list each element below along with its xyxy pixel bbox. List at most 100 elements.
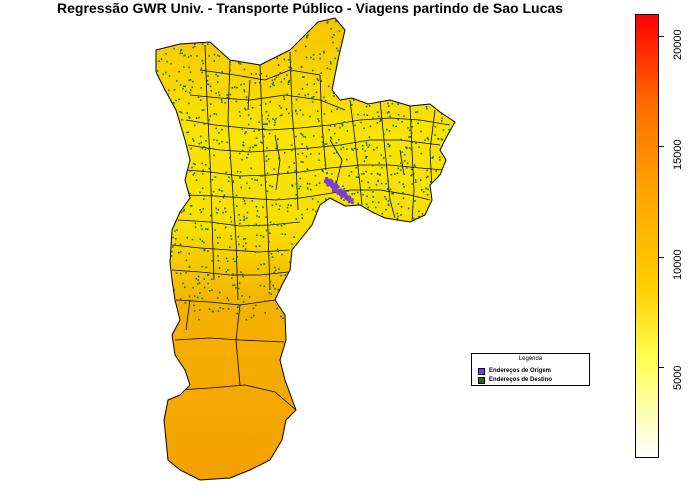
- destination-point: [400, 205, 403, 208]
- destination-point: [210, 89, 213, 92]
- destination-point: [318, 120, 320, 122]
- destination-point: [193, 43, 196, 46]
- destination-point: [368, 136, 371, 139]
- destination-point: [413, 172, 415, 175]
- destination-point: [217, 242, 219, 244]
- destination-point: [403, 173, 406, 175]
- destination-point: [274, 287, 276, 290]
- destination-point: [292, 128, 294, 131]
- destination-point: [412, 217, 415, 220]
- destination-point: [271, 185, 274, 188]
- destination-point: [220, 99, 223, 101]
- destination-point: [174, 237, 177, 240]
- destination-point: [233, 86, 236, 89]
- destination-point: [265, 155, 268, 158]
- destination-point: [232, 181, 234, 184]
- destination-point: [156, 70, 159, 72]
- destination-point: [237, 303, 240, 306]
- destination-point: [244, 107, 246, 110]
- destination-point: [367, 181, 370, 184]
- destination-point: [382, 157, 385, 159]
- destination-point: [387, 143, 389, 145]
- destination-point: [249, 146, 251, 149]
- destination-point: [343, 121, 346, 123]
- destination-point: [425, 176, 428, 179]
- destination-point: [213, 112, 216, 115]
- destination-point: [294, 50, 297, 52]
- destination-point: [312, 135, 315, 137]
- destination-point: [323, 52, 325, 54]
- destination-point: [388, 145, 390, 148]
- destination-point: [363, 173, 365, 175]
- destination-point: [239, 177, 241, 179]
- destination-point: [291, 69, 293, 72]
- destination-point: [380, 154, 383, 156]
- destination-point: [205, 266, 207, 269]
- destination-point: [199, 292, 201, 294]
- destination-point: [182, 87, 184, 90]
- destination-point: [310, 153, 312, 155]
- destination-point: [351, 148, 353, 150]
- destination-point: [448, 128, 450, 131]
- destination-point: [373, 149, 375, 151]
- destination-point: [240, 271, 242, 273]
- destination-point: [342, 185, 344, 188]
- destination-point: [200, 224, 203, 227]
- destination-point: [252, 146, 254, 149]
- destination-point: [182, 85, 185, 88]
- destination-point: [204, 164, 207, 166]
- destination-point: [357, 202, 360, 205]
- destination-point: [305, 145, 308, 148]
- destination-point: [280, 315, 282, 318]
- destination-point: [410, 119, 412, 122]
- destination-point: [271, 256, 274, 258]
- destination-point: [425, 187, 427, 190]
- destination-point: [193, 304, 195, 307]
- destination-point: [209, 103, 212, 105]
- destination-point: [215, 73, 217, 76]
- origin-point: [350, 198, 354, 202]
- destination-point: [321, 169, 324, 172]
- destination-point: [434, 134, 436, 136]
- destination-point: [229, 216, 232, 219]
- destination-point: [216, 297, 219, 299]
- destination-point: [326, 67, 329, 69]
- destination-point: [217, 310, 220, 313]
- destination-point: [266, 123, 269, 125]
- destination-point: [284, 274, 286, 276]
- destination-point: [397, 167, 400, 170]
- destination-point: [228, 61, 231, 63]
- destination-point: [254, 144, 256, 147]
- destination-point: [277, 74, 279, 77]
- destination-point: [347, 190, 349, 192]
- colorbar-tick-10000: [658, 257, 664, 258]
- destination-point: [238, 243, 240, 246]
- origin-point: [336, 191, 340, 195]
- origin-point: [326, 183, 330, 187]
- color-scale-bar: [635, 14, 659, 458]
- destination-point: [248, 149, 251, 152]
- destination-point: [179, 52, 182, 55]
- destination-point: [232, 274, 234, 276]
- destination-point: [225, 257, 228, 260]
- destination-point: [427, 138, 430, 141]
- destination-point: [179, 298, 182, 300]
- destination-point: [201, 265, 203, 268]
- destination-point: [213, 275, 215, 278]
- destination-point: [197, 275, 200, 278]
- destination-point: [241, 295, 243, 297]
- destination-point: [263, 285, 266, 288]
- destination-point: [307, 187, 309, 190]
- destination-point: [259, 234, 262, 237]
- destination-point: [219, 306, 222, 309]
- destination-point: [199, 135, 202, 138]
- destination-point: [178, 70, 181, 73]
- destination-point: [184, 54, 186, 57]
- destination-point: [258, 129, 260, 132]
- destination-point: [187, 56, 190, 58]
- destination-point: [381, 166, 383, 169]
- destination-point: [186, 112, 189, 114]
- destination-point: [311, 197, 314, 200]
- destination-point: [378, 162, 381, 164]
- destination-point: [215, 127, 218, 130]
